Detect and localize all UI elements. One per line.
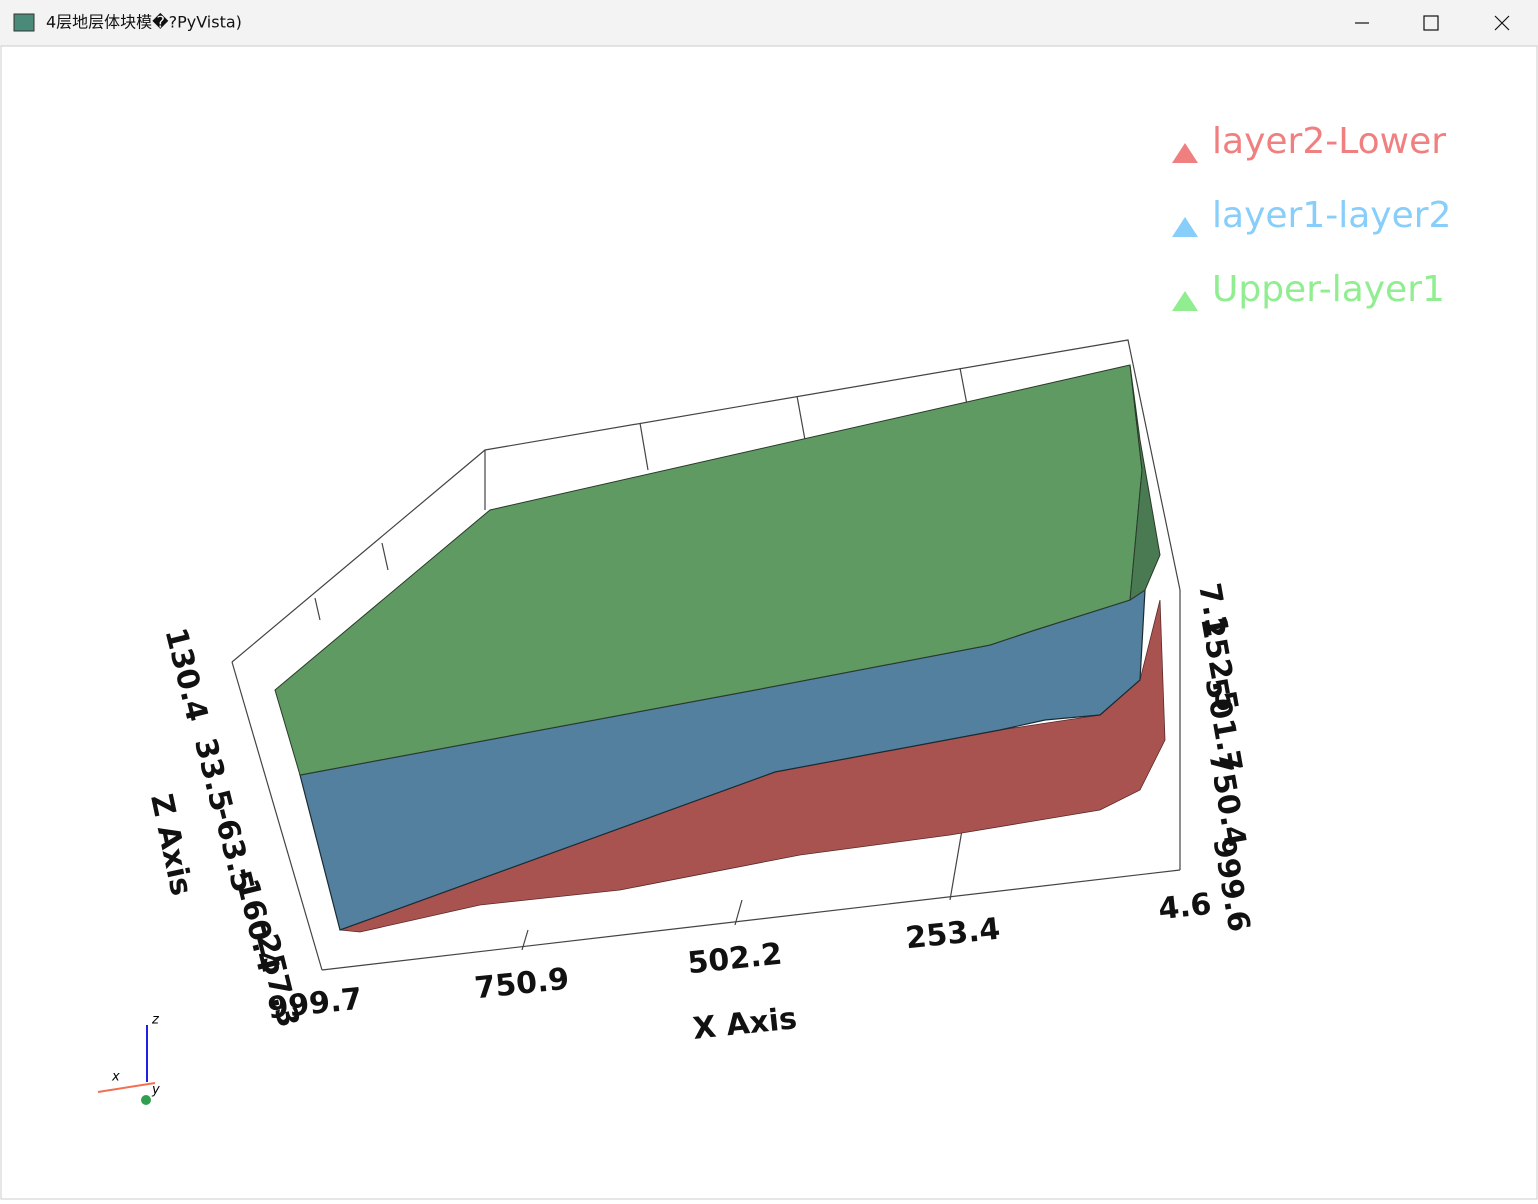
title-bar: [0, 0, 1538, 46]
bounding-box: [231, 339, 1181, 971]
legend-label: layer2-Lower: [1212, 121, 1446, 162]
upper-layer1-side: [1129, 364, 1161, 601]
window-title: 4层地层体块模�?PyVista): [46, 13, 242, 32]
legend-marker: [1172, 291, 1198, 311]
legend-marker: [1172, 217, 1198, 237]
legend-label: layer1-layer2: [1212, 195, 1451, 236]
legend-marker: [1172, 143, 1198, 163]
orient-x: [97, 1082, 156, 1093]
orient-z-label: z: [151, 1013, 160, 1028]
maximize-button[interactable]: [1423, 15, 1439, 31]
upper-layer1-body: [274, 364, 1143, 776]
close-button[interactable]: [1494, 15, 1510, 31]
orient-x-label: x: [111, 1070, 120, 1085]
layer2-lower-body: [339, 599, 1166, 933]
orient-y: [141, 1095, 151, 1105]
legend-label: Upper-layer1: [1212, 269, 1445, 310]
orient-y-label: y: [151, 1083, 160, 1098]
x-tick-label: 4.6: [1157, 887, 1214, 927]
app-icon: [13, 13, 35, 32]
